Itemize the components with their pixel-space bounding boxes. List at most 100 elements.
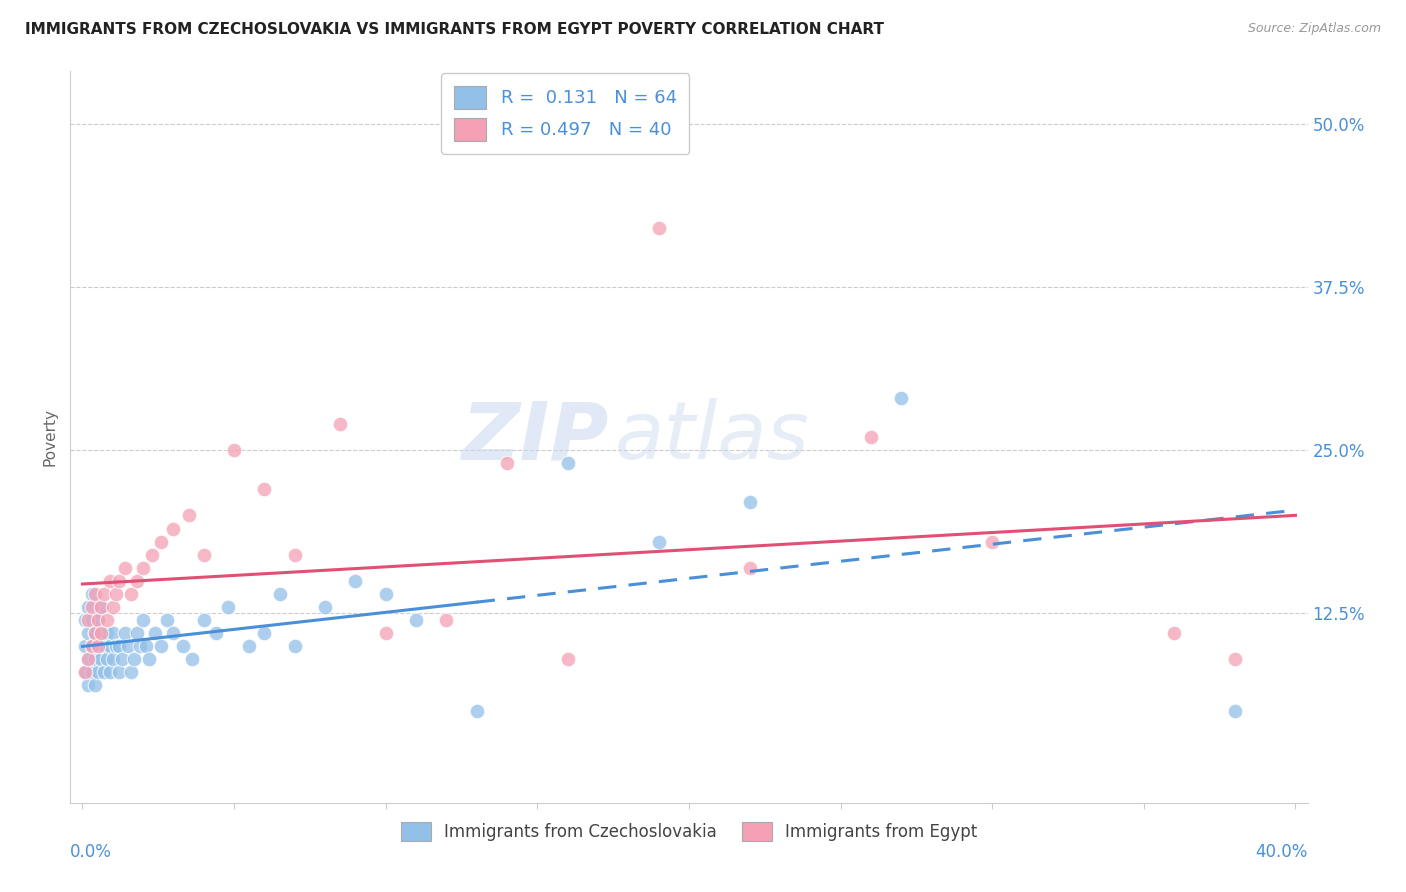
Point (77, 652, 100, 666)
Text: ZIP: ZIP (461, 398, 609, 476)
Point (738, 495, 761, 509)
Point (86, 639, 108, 653)
Point (132, 613, 155, 627)
Point (90, 599, 112, 614)
Point (80, 639, 103, 653)
Point (647, 221, 669, 235)
Point (96, 652, 118, 666)
Point (284, 548, 307, 562)
Point (180, 652, 202, 666)
Point (75, 639, 97, 653)
Point (83, 587, 105, 601)
Point (101, 626, 124, 640)
Point (344, 574, 367, 588)
Point (101, 599, 124, 614)
Point (1163, 626, 1185, 640)
Point (93, 639, 115, 653)
Point (83, 626, 105, 640)
Point (284, 639, 307, 653)
Point (80, 613, 103, 627)
Point (98, 665, 121, 680)
Point (111, 652, 134, 666)
Point (77, 652, 100, 666)
Point (374, 587, 396, 601)
Text: 40.0%: 40.0% (1256, 843, 1308, 861)
Point (329, 417, 352, 431)
Point (98, 639, 121, 653)
Point (143, 626, 166, 640)
Point (205, 626, 228, 640)
Text: 0.0%: 0.0% (70, 843, 112, 861)
Point (86, 613, 108, 627)
Point (162, 626, 184, 640)
Point (405, 613, 427, 627)
Point (86, 639, 108, 653)
Point (981, 534, 1004, 549)
Point (238, 639, 260, 653)
Point (135, 639, 157, 653)
Point (859, 430, 882, 444)
Point (104, 587, 127, 601)
Point (90, 599, 112, 614)
Point (253, 626, 276, 640)
Point (222, 443, 245, 458)
Point (120, 665, 142, 680)
Point (80, 639, 103, 653)
Point (132, 560, 155, 574)
Point (138, 652, 160, 666)
Point (77, 613, 100, 627)
Point (96, 626, 118, 640)
Point (83, 626, 105, 640)
Point (647, 534, 669, 549)
Point (90, 652, 112, 666)
Point (1223, 652, 1246, 666)
Point (496, 456, 519, 470)
Point (465, 705, 488, 719)
Point (114, 626, 136, 640)
Point (557, 456, 579, 470)
Point (108, 665, 131, 680)
Point (114, 560, 136, 574)
Point (93, 587, 115, 601)
Point (193, 613, 215, 627)
Point (122, 652, 145, 666)
Point (890, 391, 912, 405)
Point (117, 639, 139, 653)
Point (269, 587, 291, 601)
Point (156, 613, 179, 627)
Legend: Immigrants from Czechoslovakia, Immigrants from Egypt: Immigrants from Czechoslovakia, Immigran… (392, 814, 986, 849)
Point (217, 599, 239, 614)
Point (120, 587, 142, 601)
Point (108, 574, 131, 588)
Point (83, 678, 105, 692)
Point (80, 587, 103, 601)
Point (125, 626, 148, 640)
Point (172, 639, 194, 653)
Text: Source: ZipAtlas.com: Source: ZipAtlas.com (1247, 22, 1381, 36)
Point (93, 665, 115, 680)
Point (150, 639, 173, 653)
Y-axis label: Poverty: Poverty (42, 408, 58, 467)
Point (141, 548, 163, 562)
Point (108, 639, 131, 653)
Point (98, 574, 121, 588)
Text: IMMIGRANTS FROM CZECHOSLOVAKIA VS IMMIGRANTS FROM EGYPT POVERTY CORRELATION CHAR: IMMIGRANTS FROM CZECHOSLOVAKIA VS IMMIGR… (25, 22, 884, 37)
Point (90, 626, 112, 640)
Point (177, 508, 200, 523)
Point (125, 574, 148, 588)
Point (129, 639, 152, 653)
Point (193, 548, 215, 562)
Point (83, 652, 105, 666)
Point (90, 626, 112, 640)
Text: atlas: atlas (614, 398, 810, 476)
Point (104, 639, 127, 653)
Point (75, 665, 97, 680)
Point (75, 613, 97, 627)
Point (77, 626, 100, 640)
Point (374, 626, 396, 640)
Point (77, 599, 100, 614)
Point (77, 678, 100, 692)
Point (162, 521, 184, 535)
Point (738, 560, 761, 574)
Point (314, 599, 336, 614)
